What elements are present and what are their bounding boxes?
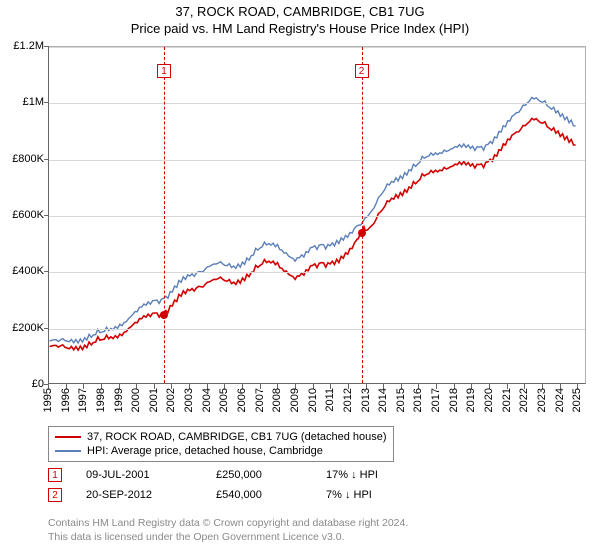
y-tick-mark <box>44 215 49 216</box>
y-tick-mark <box>44 328 49 329</box>
gridline-h <box>49 329 585 330</box>
footer-date: 20-SEP-2012 <box>86 489 216 501</box>
footer-delta: 17% ↓ HPI <box>326 469 446 481</box>
gridline-h <box>49 160 585 161</box>
footer-row: 2 20-SEP-2012£540,0007% ↓ HPI <box>48 488 446 502</box>
x-tick-label: 2009 <box>289 388 301 412</box>
x-tick-label: 2005 <box>218 388 230 412</box>
chart-container: 37, ROCK ROAD, CAMBRIDGE, CB1 7UG Price … <box>0 0 600 560</box>
marker-vline <box>362 47 363 383</box>
y-tick-label: £800K <box>4 153 44 165</box>
x-tick-label: 1995 <box>42 388 54 412</box>
marker-badge: 2 <box>355 64 369 78</box>
license-line2: This data is licensed under the Open Gov… <box>48 530 408 544</box>
chart-plot-area: 12 <box>48 46 586 384</box>
x-tick-label: 2000 <box>130 388 142 412</box>
x-tick-label: 2020 <box>483 388 495 412</box>
legend: 37, ROCK ROAD, CAMBRIDGE, CB1 7UG (detac… <box>48 426 394 462</box>
x-tick-label: 1999 <box>113 388 125 412</box>
footer-delta: 7% ↓ HPI <box>326 489 446 501</box>
y-tick-label: £1.2M <box>4 40 44 52</box>
y-tick-label: £200K <box>4 322 44 334</box>
gridline-h <box>49 216 585 217</box>
x-tick-label: 1998 <box>95 388 107 412</box>
marker-badge: 1 <box>157 64 171 78</box>
x-tick-label: 2007 <box>254 388 266 412</box>
license-text: Contains HM Land Registry data © Crown c… <box>48 516 408 544</box>
x-tick-label: 2024 <box>554 388 566 412</box>
y-tick-label: £1M <box>4 96 44 108</box>
marker-dot <box>358 229 366 237</box>
gridline-h <box>49 272 585 273</box>
footer-date: 09-JUL-2001 <box>86 469 216 481</box>
title-block: 37, ROCK ROAD, CAMBRIDGE, CB1 7UG Price … <box>0 0 600 38</box>
marker-vline <box>164 47 165 383</box>
y-tick-mark <box>44 46 49 47</box>
gridline-h <box>49 103 585 104</box>
legend-row: 37, ROCK ROAD, CAMBRIDGE, CB1 7UG (detac… <box>55 430 387 444</box>
x-tick-label: 2025 <box>571 388 583 412</box>
x-tick-label: 2006 <box>236 388 248 412</box>
title-address: 37, ROCK ROAD, CAMBRIDGE, CB1 7UG <box>0 4 600 19</box>
x-tick-label: 2019 <box>465 388 477 412</box>
x-tick-label: 2004 <box>201 388 213 412</box>
legend-swatch <box>55 436 81 438</box>
x-tick-label: 2022 <box>518 388 530 412</box>
gridline-h <box>49 47 585 48</box>
x-tick-label: 2001 <box>148 388 160 412</box>
x-tick-label: 2017 <box>430 388 442 412</box>
footer-price: £250,000 <box>216 469 326 481</box>
x-tick-label: 2002 <box>165 388 177 412</box>
x-tick-label: 2023 <box>536 388 548 412</box>
x-tick-label: 1996 <box>60 388 72 412</box>
y-tick-mark <box>44 102 49 103</box>
x-tick-label: 2018 <box>448 388 460 412</box>
legend-label: 37, ROCK ROAD, CAMBRIDGE, CB1 7UG (detac… <box>87 431 387 443</box>
footer-badge: 2 <box>48 488 62 502</box>
x-tick-label: 2011 <box>324 388 336 412</box>
title-subtitle: Price paid vs. HM Land Registry's House … <box>0 21 600 36</box>
x-tick-label: 2021 <box>501 388 513 412</box>
y-tick-label: £600K <box>4 209 44 221</box>
series-line <box>50 118 576 350</box>
marker-dot <box>160 311 168 319</box>
x-tick-label: 1997 <box>77 388 89 412</box>
legend-swatch <box>55 450 81 452</box>
y-tick-mark <box>44 159 49 160</box>
x-tick-label: 2012 <box>342 388 354 412</box>
license-line1: Contains HM Land Registry data © Crown c… <box>48 516 408 530</box>
x-tick-label: 2014 <box>377 388 389 412</box>
footer-row: 1 09-JUL-2001£250,00017% ↓ HPI <box>48 468 446 482</box>
x-tick-label: 2016 <box>412 388 424 412</box>
y-tick-mark <box>44 271 49 272</box>
legend-label: HPI: Average price, detached house, Camb… <box>87 445 323 457</box>
y-tick-label: £400K <box>4 265 44 277</box>
footer-badge: 1 <box>48 468 62 482</box>
footer-price: £540,000 <box>216 489 326 501</box>
series-line <box>50 97 576 343</box>
chart-lines-svg <box>49 47 585 383</box>
x-tick-label: 2015 <box>395 388 407 412</box>
marker-details: 1 09-JUL-2001£250,00017% ↓ HPI 2 20-SEP-201… <box>48 468 446 508</box>
x-tick-label: 2010 <box>307 388 319 412</box>
x-tick-label: 2013 <box>360 388 372 412</box>
legend-row: HPI: Average price, detached house, Camb… <box>55 444 387 458</box>
y-tick-label: £0 <box>4 378 44 390</box>
x-tick-label: 2008 <box>271 388 283 412</box>
x-tick-label: 2003 <box>183 388 195 412</box>
